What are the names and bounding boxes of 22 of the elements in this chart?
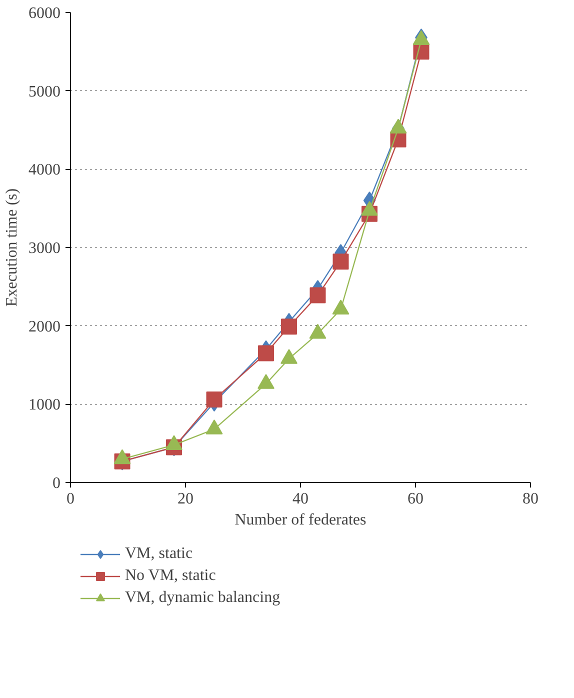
y-tick-label: 6000 (28, 5, 60, 22)
x-tick-label: 60 (408, 490, 424, 508)
x-tick-label: 0 (66, 490, 74, 508)
point (206, 391, 222, 408)
y-tick-label: 0 (52, 475, 60, 492)
legend-label: No VM, static (125, 566, 216, 584)
x-tick-label: 40 (292, 490, 308, 508)
x-tick-label: 20 (178, 490, 194, 508)
y-tick-label: 5000 (28, 83, 60, 100)
point (332, 254, 349, 270)
y-tick-label: 3000 (28, 240, 60, 257)
point (281, 318, 297, 335)
x-tick-label: 80 (522, 490, 538, 508)
legend-label: VM, dynamic balancing (125, 588, 280, 606)
y-tick-label: 2000 (28, 318, 60, 336)
point (258, 345, 274, 362)
point (310, 287, 326, 304)
y-tick-label: 4000 (28, 162, 60, 179)
y-axis-title: Execution time (s) (4, 188, 20, 307)
y-tick-label: 1000 (28, 396, 60, 414)
x-axis-title: Number of federates (234, 512, 366, 528)
legend-label: VM, static (125, 544, 193, 562)
